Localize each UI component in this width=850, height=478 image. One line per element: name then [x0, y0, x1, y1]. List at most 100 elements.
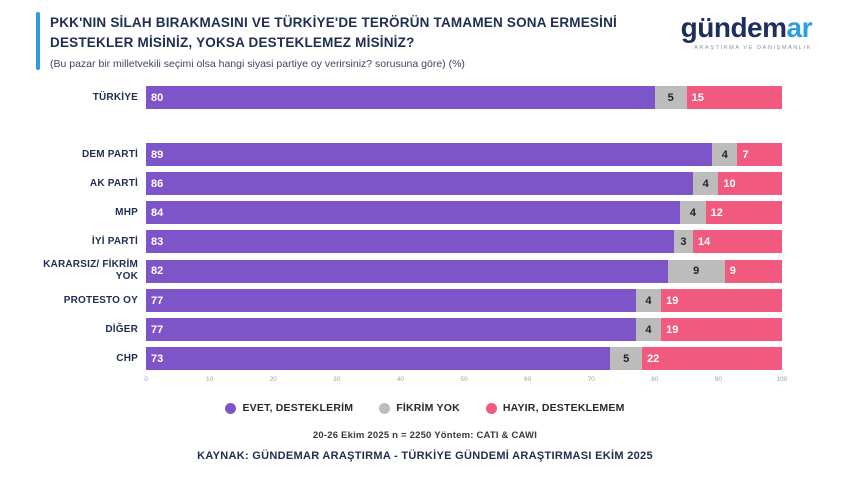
segment-value: 4 — [721, 148, 728, 161]
legend-item: FİKRİM YOK — [379, 402, 460, 414]
bar-segment-fikrim-yok: 5 — [654, 86, 687, 110]
segment-value: 4 — [645, 294, 652, 307]
bar-track: 80 5 15 — [146, 86, 782, 110]
bar-segment-evet: 83 — [146, 230, 674, 254]
bar-segment-hayir: 22 — [642, 347, 782, 371]
bar-row: PROTESTO OY 77 4 19 — [36, 289, 782, 313]
logo-text-blue: ar — [786, 12, 813, 43]
bar-row: DİĞER 77 4 19 — [36, 318, 782, 342]
bar-segment-evet: 73 — [146, 347, 611, 371]
bar-segment-hayir: 19 — [661, 318, 782, 342]
bar-segment-fikrim-yok: 4 — [635, 289, 662, 313]
x-axis: 0 10 20 30 40 50 60 70 80 90 100 — [144, 376, 787, 388]
bar-track: 82 9 9 — [146, 259, 782, 283]
bar-track: 73 5 22 — [146, 347, 782, 371]
chart-title-line1: PKK'NIN SİLAH BIRAKMASINI VE TÜRKİYE'DE … — [50, 15, 617, 30]
bar-segment-hayir: 10 — [718, 172, 782, 196]
logo-text-dark: gündem — [680, 12, 787, 43]
segment-value: 86 — [151, 177, 164, 190]
bar-segment-hayir: 14 — [692, 230, 782, 254]
bar-segment-evet: 80 — [146, 86, 655, 110]
bar-row: MHP 84 4 12 — [36, 201, 782, 225]
title-block: PKK'NIN SİLAH BIRAKMASINI VE TÜRKİYE'DE … — [36, 12, 617, 71]
segment-value: 5 — [667, 91, 674, 104]
bar-segment-evet: 77 — [146, 318, 636, 342]
axis-label-spacer — [36, 376, 138, 388]
x-axis-tick: 10 — [205, 376, 214, 384]
row-label: İYİ PARTİ — [91, 235, 138, 247]
row-label: KARARSIZ/ FİKRİM YOK — [43, 259, 138, 283]
legend-dot — [225, 402, 237, 414]
source-note: KAYNAK: GÜNDEMAR ARAŞTIRMA - TÜRKİYE GÜN… — [197, 450, 653, 463]
segment-value: 83 — [151, 235, 164, 248]
segment-value: 19 — [666, 323, 679, 336]
bar-segment-fikrim-yok: 4 — [680, 201, 706, 225]
segment-value: 9 — [693, 265, 700, 278]
bar-track: 83 3 14 — [146, 230, 782, 254]
bar-segment-evet: 84 — [146, 201, 681, 225]
segment-value: 19 — [666, 294, 679, 307]
legend-label: HAYIR, DESTEKLEMEM — [502, 402, 625, 415]
segment-value: 89 — [151, 148, 164, 161]
bar-row: İYİ PARTİ 83 3 14 — [36, 230, 782, 254]
legend-item: HAYIR, DESTEKLEMEM — [485, 402, 625, 415]
x-axis-tick: 90 — [714, 376, 723, 384]
x-axis-tick: 20 — [269, 376, 277, 384]
x-axis-tick: 100 — [776, 376, 788, 384]
x-axis-tick: 40 — [396, 376, 405, 384]
segment-value: 9 — [729, 265, 736, 278]
legend-label: FİKRİM YOK — [396, 402, 460, 415]
bar-row: DEM PARTİ 89 4 7 — [36, 143, 782, 167]
logo-wordmark: gündemar — [680, 12, 813, 43]
bar-segment-hayir: 9 — [724, 259, 782, 283]
bar-segment-hayir: 19 — [661, 289, 782, 313]
segment-value: 82 — [151, 265, 164, 278]
segment-value: 4 — [689, 206, 697, 219]
x-axis-tick: 50 — [460, 376, 468, 384]
bar-segment-hayir: 12 — [705, 201, 782, 225]
bar-segment-evet: 82 — [146, 259, 668, 283]
bar-segment-evet: 86 — [146, 172, 693, 196]
footer: 20-26 Ekim 2025 n = 2250 Yöntem: CATI & … — [0, 430, 850, 462]
legend-dot — [485, 402, 497, 414]
segment-value: 7 — [742, 148, 749, 161]
segment-value: 4 — [702, 177, 709, 190]
bar-segment-hayir: 7 — [737, 143, 782, 167]
segment-value: 73 — [151, 352, 164, 365]
row-label: PROTESTO OY — [63, 294, 138, 306]
x-axis-tick: 60 — [523, 376, 532, 384]
logo-tagline: ARAŞTIRMA VE DANIŞMANLIK — [694, 45, 812, 51]
bar-segment-fikrim-yok: 4 — [692, 172, 719, 196]
bar-segment-fikrim-yok: 4 — [712, 143, 738, 167]
segment-value: 77 — [151, 323, 164, 336]
segment-value: 5 — [623, 352, 630, 365]
row-label: CHP — [116, 352, 138, 364]
bar-track: 89 4 7 — [146, 143, 782, 167]
row-label: DEM PARTİ — [81, 148, 138, 160]
segment-value: 84 — [151, 206, 164, 219]
legend-label: EVET, DESTEKLERİM — [242, 402, 354, 415]
segment-value: 12 — [710, 206, 723, 219]
bar-segment-fikrim-yok: 9 — [667, 259, 725, 283]
methodology-note: 20-26 Ekim 2025 n = 2250 Yöntem: CATI & … — [312, 430, 538, 442]
bar-segment-hayir: 15 — [686, 86, 782, 110]
segment-value: 3 — [680, 235, 687, 248]
x-axis-tick: 70 — [587, 376, 595, 384]
bar-track: 86 4 10 — [146, 172, 782, 196]
stacked-bar-chart: TÜRKİYE 80 5 15 DEM PARTİ 89 4 7 A — [36, 86, 787, 388]
x-axis-row: 0 10 20 30 40 50 60 70 80 90 100 — [36, 376, 787, 388]
segment-value: 10 — [723, 177, 736, 190]
chart-rows: TÜRKİYE 80 5 15 DEM PARTİ 89 4 7 A — [36, 86, 782, 371]
legend-item: EVET, DESTEKLERİM — [225, 402, 353, 414]
row-label: AK PARTİ — [89, 177, 138, 189]
legend: EVET, DESTEKLERİM FİKRİM YOK HAYIR, DESTEK… — [0, 402, 850, 414]
bar-row: KARARSIZ/ FİKRİM YOK 82 9 9 — [36, 259, 782, 283]
row-label: TÜRKİYE — [92, 91, 138, 103]
bar-segment-fikrim-yok: 4 — [635, 318, 662, 342]
accent-bar — [36, 12, 40, 71]
bar-track: 77 4 19 — [146, 318, 782, 342]
chart-subtitle: (Bu pazar bir milletvekili seçimi olsa h… — [50, 58, 465, 71]
bar-segment-evet: 77 — [146, 289, 636, 313]
bar-row: CHP 73 5 22 — [36, 347, 782, 371]
